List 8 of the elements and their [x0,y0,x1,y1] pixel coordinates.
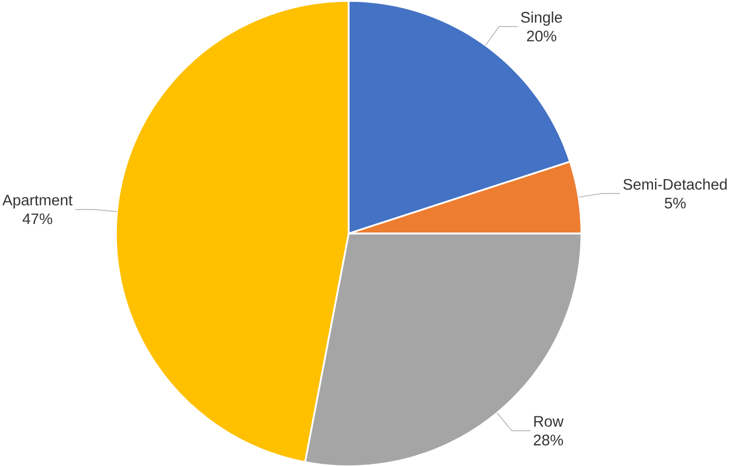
slice-label: Apartment [2,194,72,208]
data-label: 47% [22,213,52,224]
slice-label: Single [521,11,562,26]
data-label: 20% [527,30,556,42]
data-label: 28% [534,434,563,446]
data-label: 5% [664,198,686,208]
slice-label: Semi-Detached [623,178,727,190]
slice-label: Row [534,416,564,427]
